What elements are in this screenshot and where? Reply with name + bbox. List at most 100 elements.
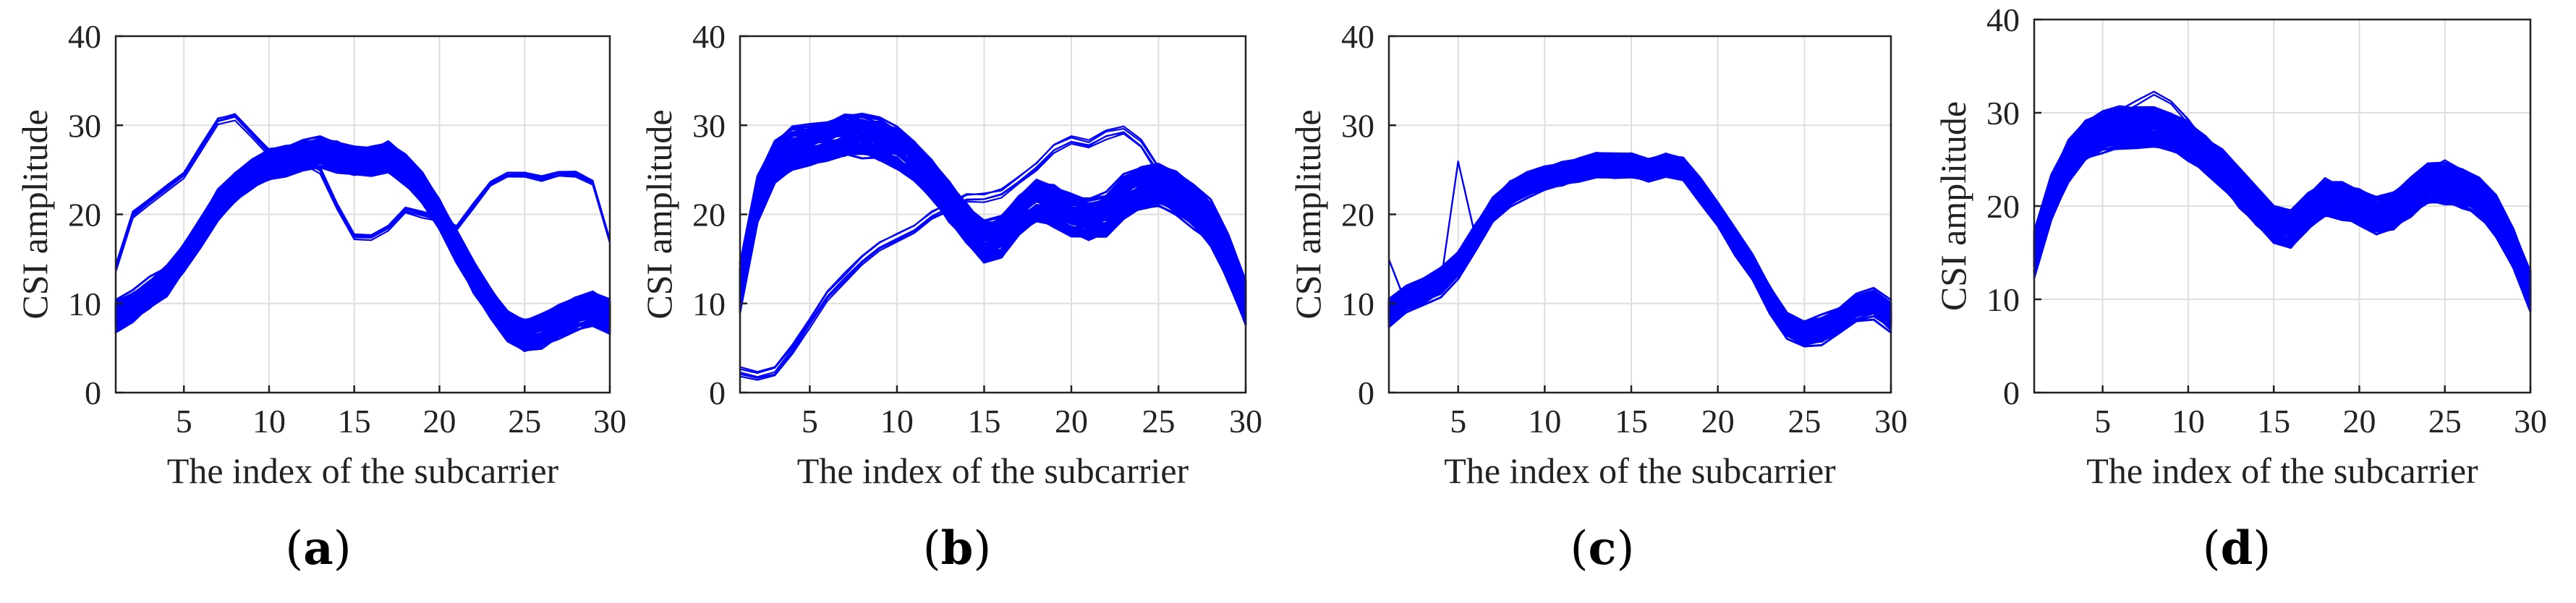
trace-line (1387, 154, 1892, 325)
trace-line (1387, 153, 1892, 328)
x-tick-label: 25 (508, 403, 541, 440)
y-tick-label: 0 (1358, 375, 1374, 411)
trace-line (114, 116, 611, 270)
x-axis-label: The index of the subcarrier (1444, 450, 1836, 491)
x-tick-label: 5 (1450, 403, 1466, 440)
trace-line (1387, 161, 1892, 337)
y-tick-label: 20 (692, 197, 726, 234)
x-axis-label: The index of the subcarrier (2086, 450, 2478, 491)
y-tick-label: 10 (1341, 286, 1374, 322)
trace-line (739, 129, 1247, 306)
x-tick-label: 30 (2514, 403, 2547, 440)
trace-line (1387, 153, 1892, 326)
trace-line (2033, 124, 2532, 295)
y-tick-label: 30 (692, 107, 726, 144)
series-outlier-traces (114, 113, 611, 273)
trace-line (2033, 90, 2532, 293)
x-tick-label: 10 (252, 403, 286, 440)
trace-line (1387, 153, 1892, 328)
trace-line (114, 114, 611, 267)
y-axis-label: CSI amplitude (1933, 101, 1973, 311)
x-tick-label: 5 (2094, 403, 2111, 440)
x-tick-label: 25 (1788, 403, 1821, 440)
trace-line (739, 140, 1247, 308)
trace-line (1387, 174, 1892, 348)
y-axis-label: CSI amplitude (1288, 109, 1328, 319)
series-main-cluster (114, 135, 611, 352)
x-tick-label: 20 (422, 403, 456, 440)
x-tick-label: 30 (1874, 403, 1908, 440)
trace-line (2033, 116, 2532, 283)
trace-line (114, 162, 611, 348)
y-tick-label: 30 (1341, 107, 1374, 144)
trace-line (114, 135, 611, 325)
y-axis-label: CSI amplitude (639, 109, 679, 319)
trace-line (739, 132, 1247, 381)
y-tick-label: 0 (85, 375, 101, 411)
chart-panel-d: 5 10 15 20 25 30 0 10 20 30 40 The index of the sub… (1933, 1, 2547, 576)
trace-line (114, 155, 611, 337)
x-tick-label: 20 (1055, 403, 1088, 440)
series-outlier-traces (1387, 161, 1892, 337)
trace-line (739, 144, 1247, 326)
trace-line (1387, 169, 1892, 341)
x-tick-label: 15 (967, 403, 1000, 440)
series-outlier-traces (739, 125, 1247, 381)
trace-line (739, 131, 1247, 379)
x-tick-label: 20 (2342, 403, 2376, 440)
series-main-cluster (2033, 105, 2532, 313)
y-tick-label: 30 (1986, 95, 2020, 132)
x-tick-label: 15 (1615, 403, 1648, 440)
x-tick-label: 30 (1229, 403, 1262, 440)
trace-line (1387, 155, 1892, 325)
x-tick-label: 20 (1701, 403, 1735, 440)
x-tick-label: 10 (880, 403, 914, 440)
trace-line (2033, 93, 2532, 297)
y-tick-label: 40 (1341, 18, 1374, 55)
y-tick-label: 0 (709, 375, 726, 411)
y-tick-label: 20 (1986, 188, 2020, 225)
trace-line (114, 145, 611, 333)
x-axis-label: The index of the subcarrier (797, 450, 1189, 491)
x-tick-label: 10 (1528, 403, 1561, 440)
x-axis-label: The index of the subcarrier (167, 450, 559, 491)
chart-panel-a: 5 10 15 20 25 30 0 10 20 30 40 The index of the sub… (14, 18, 626, 576)
trace-line (2033, 142, 2532, 312)
x-tick-label: 15 (2257, 403, 2290, 440)
panel-label-b: (b) (923, 521, 992, 576)
panel-label-c: (c) (1570, 521, 1635, 576)
trace-line (739, 128, 1247, 373)
x-tick-label: 25 (2428, 403, 2462, 440)
trace-line (2033, 133, 2532, 294)
chart-panel-b: 5 10 15 20 25 30 0 10 20 30 40 The index of the sub… (639, 18, 1262, 576)
series-main-cluster (1387, 151, 1892, 348)
x-tick-label: 25 (1142, 403, 1175, 440)
trace-line (739, 129, 1247, 300)
x-tick-label: 15 (338, 403, 371, 440)
trace-line (1387, 154, 1892, 323)
x-tick-label: 30 (593, 403, 626, 440)
y-tick-label: 40 (692, 18, 726, 55)
trace-line (1387, 152, 1892, 325)
x-tick-label: 10 (2172, 403, 2205, 440)
y-tick-label: 10 (1986, 281, 2020, 318)
x-tick-label: 5 (176, 403, 192, 440)
y-tick-label: 20 (68, 197, 101, 234)
x-tick-label: 5 (802, 403, 818, 440)
y-tick-label: 40 (1986, 1, 2020, 38)
y-tick-label: 20 (1341, 197, 1374, 234)
y-tick-label: 0 (2003, 375, 2020, 411)
trace-line (114, 119, 611, 273)
y-tick-label: 30 (68, 107, 101, 144)
trace-line (739, 134, 1247, 301)
panel-label-d: (d) (2203, 521, 2271, 576)
y-tick-label: 10 (68, 286, 101, 322)
series-main-cluster (739, 112, 1247, 326)
panel-label-a: (a) (285, 521, 351, 576)
series-outlier-traces (2033, 90, 2532, 297)
y-axis-label: CSI amplitude (14, 109, 55, 319)
y-tick-label: 40 (68, 18, 101, 55)
y-tick-label: 10 (692, 286, 726, 322)
chart-panel-c: 5 10 15 20 25 30 0 10 20 30 40 The index of the sub… (1288, 18, 1908, 576)
